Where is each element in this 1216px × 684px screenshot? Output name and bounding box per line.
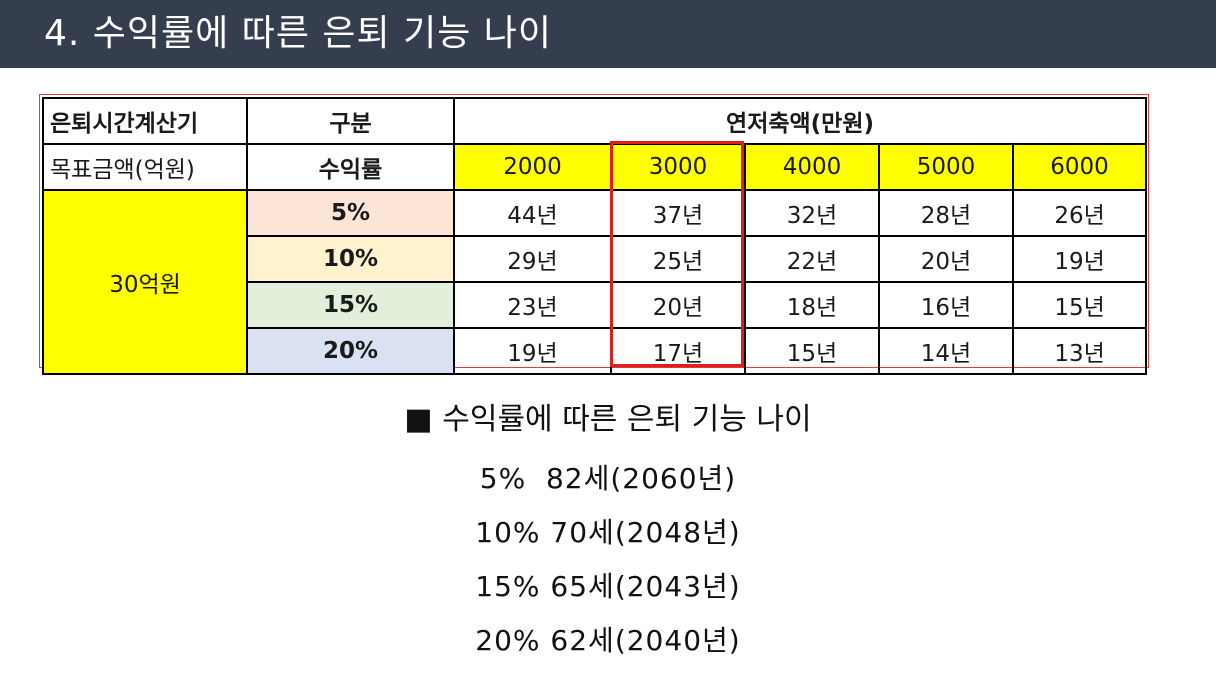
- years-cell: 18년: [744, 281, 880, 329]
- amount-header-cell: 4000: [744, 143, 880, 191]
- target-label-cell: 목표금액(억원): [42, 143, 248, 191]
- page-title: 4. 수익률에 따른 은퇴 기능 나이: [44, 13, 553, 54]
- years-cell: 20년: [878, 235, 1014, 283]
- years-cell: 29년: [453, 235, 612, 283]
- retirement-calculator-table: 은퇴시간계산기 구분 연저축액(만원) 목표금액(억원) 수익률 2000 30…: [42, 97, 1148, 375]
- years-cell: 19년: [1011, 235, 1148, 283]
- years-cell: 22년: [744, 235, 880, 283]
- years-cell: 37년: [610, 189, 746, 237]
- years-cell: 19년: [453, 327, 612, 375]
- years-cell: 13년: [1011, 327, 1148, 375]
- savings-header-cell: 연저축액(만원): [452, 97, 1148, 145]
- summary-line: 20% 62세(2040년): [475, 624, 741, 657]
- summary-line: 5% 82세(2060년): [479, 462, 737, 495]
- table-row: 목표금액(억원) 수익률 2000 3000 4000 5000 6000: [42, 143, 1148, 191]
- target-value-cell: 30억원: [42, 189, 248, 375]
- table-row: 20% 19년 17년 15년 14년 13년: [43, 327, 1148, 375]
- table-row: 은퇴시간계산기 구분 연저축액(만원): [42, 97, 1148, 145]
- years-cell: 20년: [610, 281, 746, 329]
- rate-cell: 15%: [246, 281, 455, 329]
- years-cell: 14년: [878, 327, 1014, 375]
- years-cell: 28년: [878, 189, 1014, 237]
- years-cell: 25년: [610, 235, 746, 283]
- years-cell: 32년: [744, 189, 880, 237]
- years-cell: 16년: [878, 281, 1014, 329]
- amount-header-cell: 6000: [1011, 143, 1148, 191]
- rate-cell: 5%: [246, 189, 455, 237]
- table-row: 30억원 5% 44년 37년 32년 28년 26년: [42, 189, 1148, 375]
- amount-header-cell: 2000: [453, 143, 612, 191]
- summary-heading: ■ 수익률에 따른 은퇴 기능 나이: [404, 402, 812, 437]
- amount-header-cell: 5000: [878, 143, 1014, 191]
- table-row: 15% 23년 20년 18년 16년 15년: [43, 281, 1148, 329]
- calc-label-cell: 은퇴시간계산기: [42, 97, 248, 145]
- amount-header-cell: 3000: [610, 143, 746, 191]
- years-cell: 15년: [1011, 281, 1148, 329]
- years-cell: 23년: [453, 281, 612, 329]
- years-cell: 17년: [610, 327, 746, 375]
- rate-cell: 20%: [246, 327, 455, 375]
- summary-section: ■ 수익률에 따른 은퇴 기능 나이 5% 82세(2060년) 10% 70세…: [0, 398, 1216, 668]
- rate-cell: 10%: [246, 235, 455, 283]
- rate-label-cell: 수익률: [246, 143, 455, 191]
- years-cell: 44년: [453, 189, 612, 237]
- years-cell: 26년: [1011, 189, 1148, 237]
- title-bar: 4. 수익률에 따른 은퇴 기능 나이: [0, 0, 1216, 68]
- table-row: 10% 29년 25년 22년 20년 19년: [43, 235, 1148, 283]
- years-cell: 15년: [744, 327, 880, 375]
- summary-line: 15% 65세(2043년): [475, 570, 741, 603]
- summary-line: 10% 70세(2048년): [475, 516, 741, 549]
- category-label-cell: 구분: [246, 97, 455, 145]
